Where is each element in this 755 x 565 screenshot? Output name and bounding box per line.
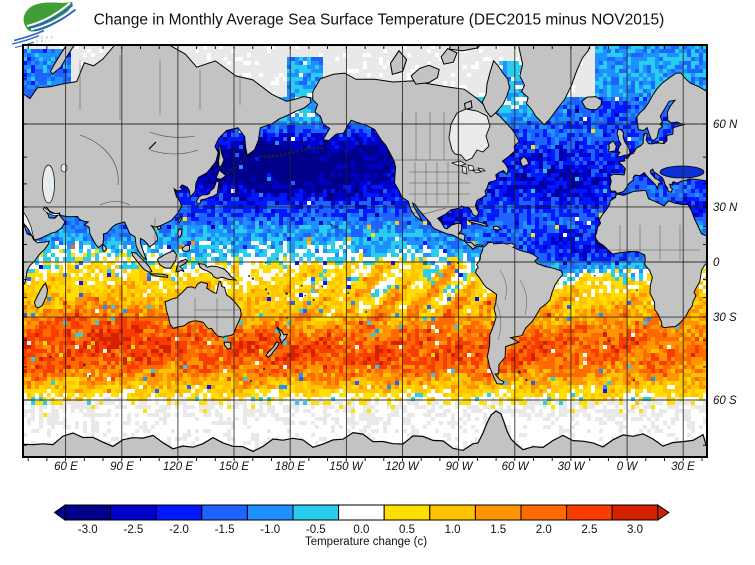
svg-text:180 E: 180 E: [275, 461, 305, 473]
svg-text:0.5: 0.5: [399, 524, 415, 536]
svg-text:60 N: 60 N: [713, 119, 738, 131]
svg-text:3.0: 3.0: [627, 524, 643, 536]
svg-text:60 S: 60 S: [713, 395, 737, 407]
svg-text:-3.0: -3.0: [78, 524, 98, 536]
svg-text:AQUA: AQUA: [36, 36, 55, 40]
svg-text:90 E: 90 E: [110, 461, 134, 473]
svg-text:-1.5: -1.5: [215, 524, 235, 536]
svg-text:1.5: 1.5: [490, 524, 506, 536]
svg-text:0: 0: [713, 257, 720, 269]
svg-text:30 S: 30 S: [713, 312, 737, 324]
svg-text:90 W: 90 W: [446, 461, 474, 473]
svg-text:2.5: 2.5: [581, 524, 597, 536]
svg-text:-1.0: -1.0: [260, 524, 280, 536]
svg-text:Change in Monthly Average Sea: Change in Monthly Average Sea Surface Te…: [94, 12, 665, 29]
svg-text:120 W: 120 W: [385, 461, 419, 473]
svg-text:150 E: 150 E: [219, 461, 249, 473]
svg-text:Temperature change (c): Temperature change (c): [305, 536, 427, 548]
svg-text:60 E: 60 E: [54, 461, 78, 473]
svg-text:2.0: 2.0: [536, 524, 552, 536]
svg-text:30 N: 30 N: [713, 202, 738, 214]
svg-text:-2.5: -2.5: [123, 524, 143, 536]
svg-text:120 E: 120 E: [163, 461, 193, 473]
svg-text:0 W: 0 W: [617, 461, 639, 473]
svg-text:30 E: 30 E: [671, 461, 695, 473]
svg-text:30 W: 30 W: [558, 461, 586, 473]
svg-text:150 W: 150 W: [329, 461, 363, 473]
svg-text:1.0: 1.0: [445, 524, 461, 536]
svg-text:0.0: 0.0: [353, 524, 369, 536]
svg-text:60 W: 60 W: [502, 461, 530, 473]
svg-text:-2.0: -2.0: [169, 524, 189, 536]
svg-text:-0.5: -0.5: [306, 524, 326, 536]
svg-text:NAII: NAII: [36, 40, 52, 44]
